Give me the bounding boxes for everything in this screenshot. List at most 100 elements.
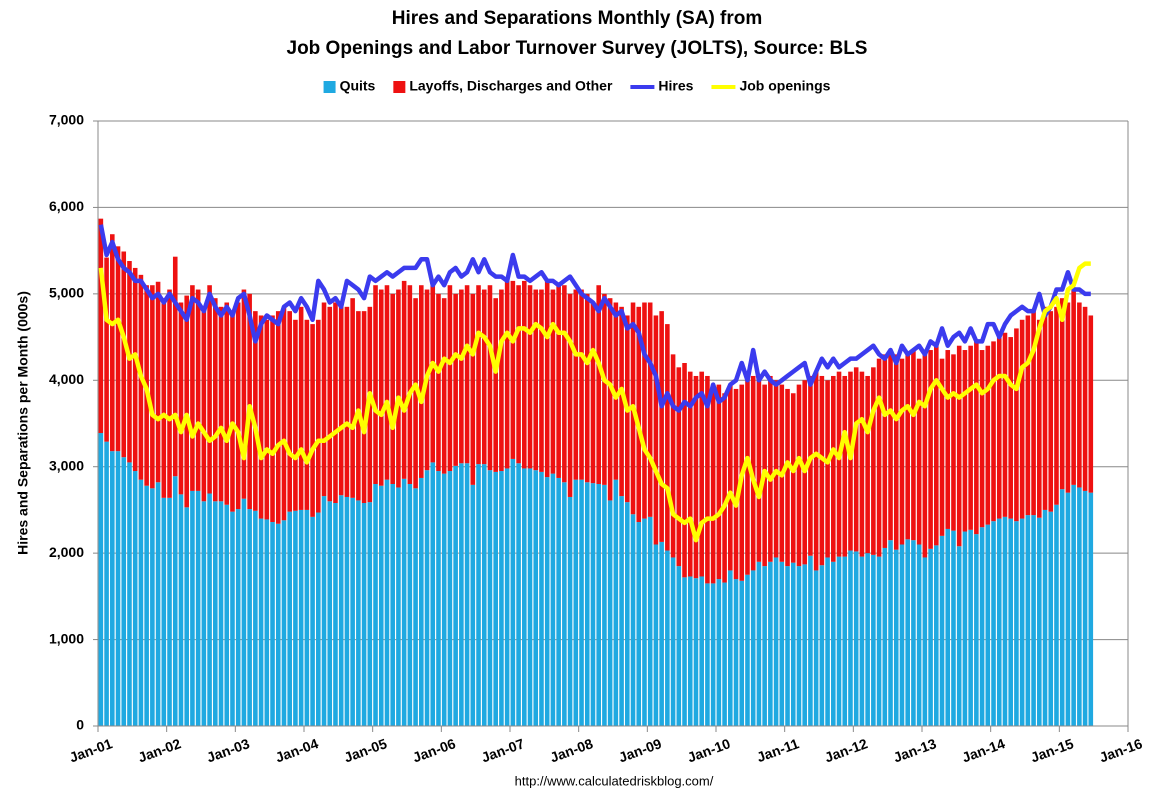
bar-segment	[447, 285, 453, 472]
bar-segment	[1002, 516, 1008, 726]
bar-segment	[121, 251, 127, 458]
bar-segment	[207, 285, 212, 494]
bar-segment	[144, 485, 149, 726]
bar-segment	[419, 477, 424, 726]
bar-segment	[1042, 306, 1048, 510]
bar-segment	[888, 540, 893, 726]
bar-segment	[550, 473, 556, 726]
bar-segment	[132, 471, 138, 726]
line-series	[98, 261, 1091, 543]
bar-segment	[785, 388, 790, 567]
bar-segment	[1071, 289, 1076, 485]
bar-segment	[195, 289, 201, 491]
bar-segment	[441, 473, 447, 726]
y-tick-label: 4,000	[49, 371, 84, 387]
bar-segment	[619, 306, 624, 497]
bar-segment	[636, 522, 642, 726]
bar-segment	[132, 267, 138, 472]
bar-segment	[848, 550, 853, 726]
bar-segment	[264, 319, 270, 520]
bar-segment	[316, 319, 321, 513]
bar-segment	[481, 289, 487, 465]
legend-item: Job openings	[711, 78, 831, 94]
legend-item: Hires	[630, 78, 694, 94]
bar-segment	[659, 541, 664, 726]
bar-segment	[979, 527, 985, 726]
bar-segment	[785, 566, 790, 726]
bar-segment	[264, 519, 270, 726]
legend-label: Layoffs, Discharges and Other	[409, 78, 613, 94]
bar-segment	[522, 280, 527, 469]
bar-segment	[1082, 306, 1088, 491]
bar-segment	[556, 285, 561, 478]
legend: Quits Layoffs, Discharges and Other Hires J…	[323, 78, 831, 94]
bar-segment	[728, 570, 733, 726]
bar-segment	[298, 509, 304, 726]
bar-segment	[853, 367, 859, 552]
bar-segment	[699, 371, 704, 577]
bar-segment	[768, 561, 773, 726]
bar-segment	[104, 257, 109, 442]
bar-segment	[447, 471, 453, 726]
bar-segment	[459, 289, 464, 464]
bar-segment	[310, 516, 315, 726]
legend-swatch	[393, 81, 406, 93]
bar-segment	[155, 482, 161, 726]
bar-segment	[911, 540, 916, 726]
bar-segment	[190, 285, 195, 491]
bar-segment	[287, 511, 292, 726]
bar-segment	[916, 358, 922, 545]
bar-segment	[813, 570, 819, 726]
bar-segment	[773, 557, 779, 726]
bar-segment	[710, 583, 716, 726]
y-tick-label: 0	[76, 717, 84, 733]
bar-segment	[430, 285, 436, 463]
bar-segment	[127, 462, 132, 726]
bar-segment	[579, 479, 584, 726]
bar-segment	[567, 496, 573, 726]
bar-segment	[241, 498, 247, 726]
bar-segment	[213, 501, 218, 726]
bar-segment	[287, 311, 292, 512]
bar-segment	[750, 570, 756, 726]
bar-segment	[172, 256, 178, 477]
bar-segment	[413, 298, 418, 489]
bar-segment	[876, 556, 882, 726]
bar-segment	[876, 358, 882, 557]
bar-segment	[739, 580, 745, 726]
bar-segment	[544, 280, 550, 478]
bar-segment	[401, 478, 407, 726]
bar-segment	[859, 371, 865, 557]
bar-segment	[241, 289, 247, 499]
bar-segment	[802, 564, 807, 726]
bar-segment	[922, 557, 928, 726]
bar-segment	[665, 550, 670, 726]
bar-segment	[779, 561, 785, 726]
bar-segment	[338, 302, 344, 496]
bar-segment	[481, 464, 487, 726]
bar-segment	[687, 576, 693, 726]
y-axis-label: Hires and Separations per Month (000s)	[15, 291, 31, 555]
bar-segment	[642, 518, 647, 726]
bar-segment	[762, 566, 767, 726]
bar-segment	[1008, 518, 1013, 726]
bar-segment	[693, 578, 699, 726]
bar-segment	[865, 375, 870, 554]
bar-segment	[607, 298, 613, 501]
bar-segment	[670, 557, 676, 726]
bar-segment	[321, 496, 327, 726]
bar-segment	[1042, 509, 1048, 726]
bar-segment	[127, 261, 132, 463]
bar-segment	[722, 582, 727, 726]
legend-label: Quits	[340, 78, 376, 94]
bar-segment	[968, 345, 973, 530]
bar-segment	[848, 371, 853, 551]
bar-segment	[625, 502, 630, 726]
bar-segment	[836, 371, 842, 557]
bar-segment	[184, 295, 189, 508]
bar-segment	[1025, 315, 1031, 516]
bar-segment	[676, 566, 682, 726]
bar-segment	[653, 315, 659, 545]
bar-segment	[831, 561, 836, 726]
